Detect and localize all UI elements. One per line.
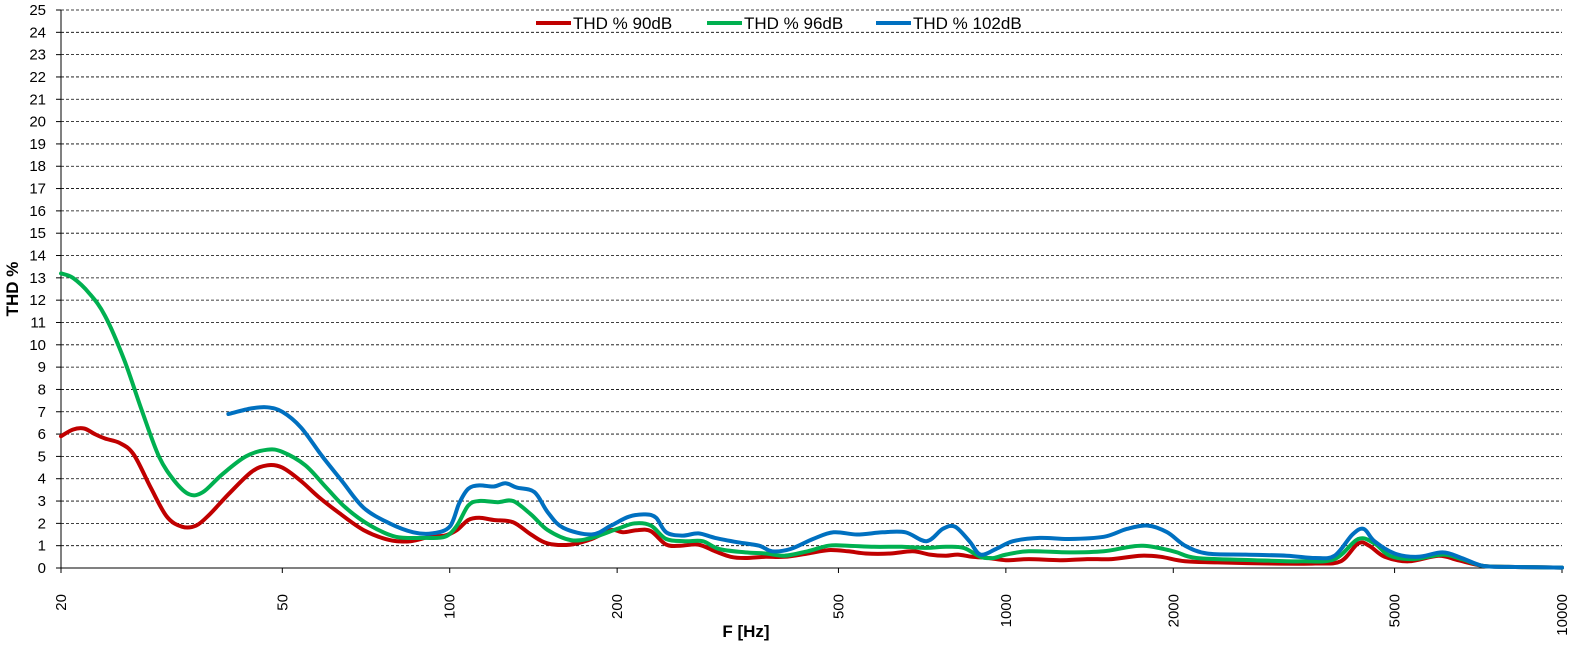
y-tick-label: 22 <box>29 69 46 86</box>
y-tick-label: 24 <box>29 24 46 41</box>
y-tick-label: 13 <box>29 270 46 287</box>
x-tick-label: 10000 <box>1554 594 1571 636</box>
y-tick-label: 16 <box>29 203 46 220</box>
series-lines <box>59 271 1564 570</box>
x-tick-labels: 20 50 100 200 500 1000 2000 5000 10000 <box>53 594 1571 636</box>
x-tick-label: 1000 <box>998 594 1015 627</box>
y-axis-title: THD % <box>3 262 22 317</box>
x-tick-label: 20 <box>53 594 70 611</box>
legend-label-3: THD % 102dB <box>913 14 1022 33</box>
grid-lines <box>61 9 1562 547</box>
legend: THD % 90dB THD % 96dB THD % 102dB <box>536 14 1022 33</box>
x-tick-label: 500 <box>830 594 847 619</box>
legend-label-2: THD % 96dB <box>744 14 843 33</box>
y-tick-label: 10 <box>29 337 46 354</box>
legend-label-1: THD % 90dB <box>573 14 672 33</box>
series-line-3 <box>226 405 1564 570</box>
y-tick-label: 17 <box>29 181 46 198</box>
x-axis-title: F [Hz] <box>722 622 769 641</box>
y-tick-label: 9 <box>38 359 46 376</box>
y-tick-label: 19 <box>29 136 46 153</box>
y-tick-label: 21 <box>29 91 46 108</box>
y-tick-label: 18 <box>29 158 46 175</box>
axes <box>56 9 1563 573</box>
y-tick-label: 1 <box>38 538 46 555</box>
y-tick-label: 12 <box>29 292 46 309</box>
y-tick-label: 8 <box>38 381 46 398</box>
x-tick-label: 50 <box>274 594 291 611</box>
y-tick-label: 3 <box>38 493 46 510</box>
y-tick-label: 5 <box>38 448 46 465</box>
y-tick-label: 25 <box>29 2 46 19</box>
x-tick-label: 2000 <box>1165 594 1182 627</box>
y-tick-label: 15 <box>29 225 46 242</box>
y-tick-labels: 0123456789101112131415161718192021222324… <box>29 2 46 577</box>
y-tick-label: 4 <box>38 471 46 488</box>
series-line-1 <box>59 426 1564 570</box>
y-tick-label: 2 <box>38 515 46 532</box>
x-tick-label: 200 <box>609 594 626 619</box>
x-tick-label: 5000 <box>1387 594 1404 627</box>
y-tick-label: 0 <box>38 560 46 577</box>
y-tick-label: 20 <box>29 114 46 131</box>
y-tick-label: 14 <box>29 248 46 265</box>
y-tick-label: 11 <box>30 314 46 331</box>
x-tick-label: 100 <box>442 594 459 619</box>
series-line-2 <box>59 271 1564 570</box>
y-tick-label: 23 <box>29 47 46 64</box>
y-tick-label: 6 <box>38 426 46 443</box>
y-tick-label: 7 <box>38 404 46 421</box>
